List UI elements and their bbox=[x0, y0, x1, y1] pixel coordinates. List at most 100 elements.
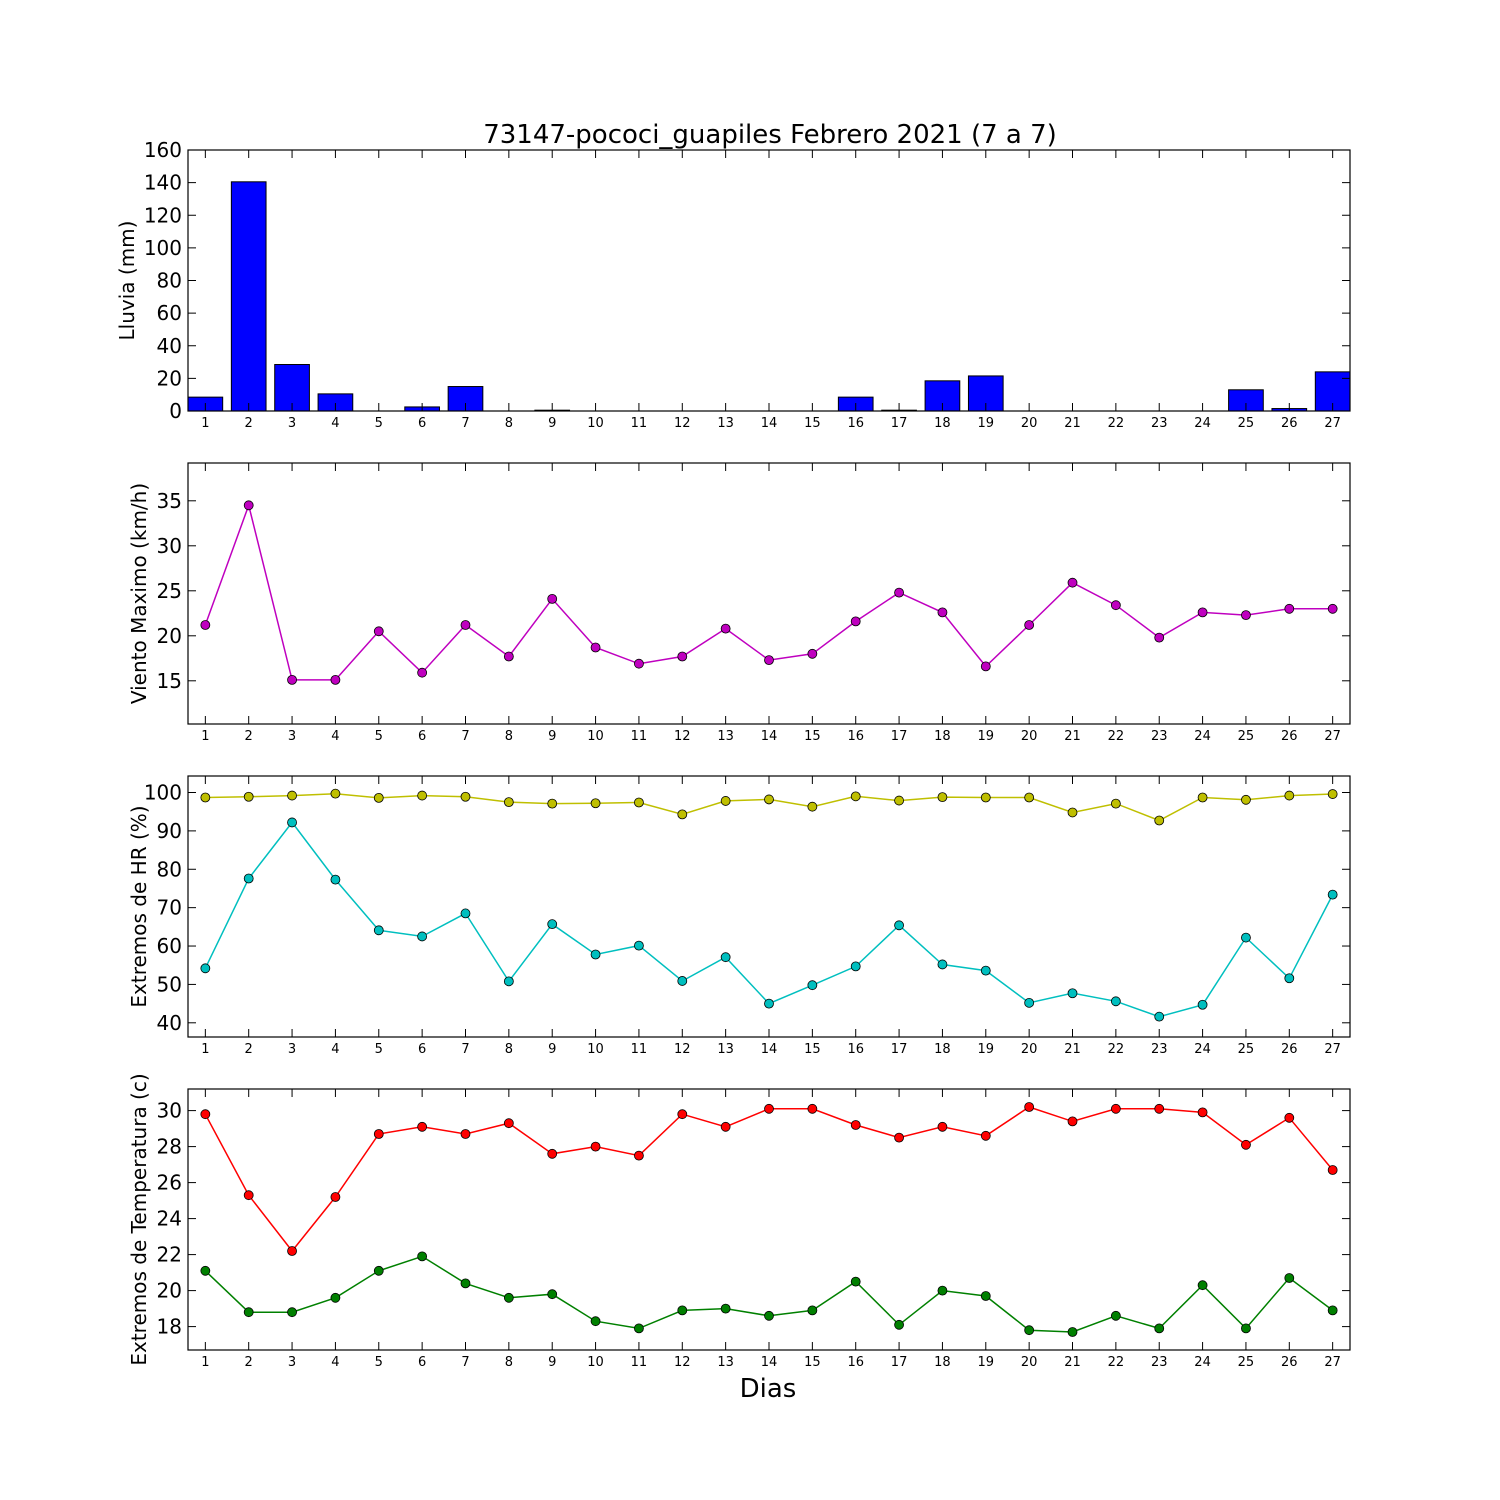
data-point-hr_max bbox=[547, 798, 558, 809]
data-point-temp_min bbox=[807, 1305, 818, 1316]
data-point-hr_max bbox=[1197, 792, 1208, 803]
x-tick-label: 2 bbox=[245, 1355, 253, 1370]
x-tick-label: 14 bbox=[761, 1355, 778, 1370]
data-point-temp_max bbox=[1067, 1116, 1078, 1127]
data-point-temp_max bbox=[677, 1109, 688, 1120]
data-point-temp_max bbox=[547, 1148, 558, 1159]
y-tick-label: 28 bbox=[157, 1135, 182, 1159]
data-point-wind bbox=[1110, 600, 1121, 611]
data-point-temp_max bbox=[894, 1132, 904, 1143]
data-point-temp_min bbox=[850, 1276, 861, 1287]
x-tick-label: 17 bbox=[891, 1355, 908, 1370]
x-tick-label: 16 bbox=[847, 416, 864, 431]
x-tick-label: 1 bbox=[201, 729, 209, 744]
x-tick-label: 11 bbox=[631, 1042, 648, 1057]
x-tick-label: 11 bbox=[631, 729, 648, 744]
data-point-temp_max bbox=[720, 1121, 731, 1132]
data-point-hr_max bbox=[590, 798, 601, 809]
x-tick-label: 15 bbox=[804, 1355, 821, 1370]
data-point-wind bbox=[980, 661, 991, 672]
data-point-wind bbox=[807, 648, 818, 659]
data-point-temp_min bbox=[460, 1278, 471, 1289]
x-tick-label: 18 bbox=[934, 416, 951, 431]
y-tick-label: 35 bbox=[157, 489, 182, 513]
x-tick-label: 19 bbox=[978, 1042, 995, 1057]
x-tick-label: 2 bbox=[245, 1042, 253, 1057]
x-tick-label: 8 bbox=[505, 729, 513, 744]
data-point-wind bbox=[330, 675, 341, 685]
x-tick-label: 14 bbox=[761, 416, 778, 431]
y-axis-label: Lluvia (mm) bbox=[115, 221, 139, 341]
y-tick-label: 100 bbox=[144, 781, 182, 805]
y-tick-label: 15 bbox=[157, 669, 182, 693]
data-point-temp_min bbox=[937, 1285, 948, 1296]
data-point-wind bbox=[1067, 577, 1078, 588]
x-tick-label: 12 bbox=[674, 1042, 691, 1057]
x-tick-label: 26 bbox=[1281, 1355, 1298, 1370]
data-point-temp_min bbox=[373, 1265, 384, 1276]
x-tick-label: 4 bbox=[331, 729, 339, 744]
x-tick-label: 27 bbox=[1324, 416, 1341, 431]
data-point-wind bbox=[677, 651, 688, 662]
data-point-temp_max bbox=[764, 1103, 774, 1114]
y-tick-label: 22 bbox=[157, 1243, 182, 1267]
x-tick-label: 11 bbox=[631, 416, 648, 431]
data-point-wind bbox=[634, 658, 644, 669]
y-axis-label: Viento Maximo (km/h) bbox=[127, 483, 151, 704]
y-tick-label: 100 bbox=[144, 236, 182, 260]
y-tick-label: 120 bbox=[144, 203, 182, 227]
data-point-temp_max bbox=[417, 1121, 428, 1132]
x-axis-label: Dias bbox=[740, 1374, 797, 1404]
x-tick-label: 13 bbox=[717, 416, 734, 431]
data-point-hr_min bbox=[1154, 1011, 1165, 1022]
y-tick-label: 80 bbox=[157, 269, 182, 293]
x-tick-label: 7 bbox=[461, 1042, 469, 1057]
data-point-hr_max bbox=[1024, 792, 1035, 803]
x-tick-label: 23 bbox=[1151, 1042, 1168, 1057]
data-point-wind bbox=[373, 626, 384, 637]
data-point-wind bbox=[937, 607, 948, 618]
x-tick-label: 19 bbox=[978, 416, 995, 431]
data-point-temp_min bbox=[980, 1291, 991, 1301]
x-tick-label: 20 bbox=[1021, 1355, 1038, 1370]
data-point-temp_min bbox=[1154, 1323, 1165, 1334]
data-point-hr_min bbox=[850, 961, 861, 972]
data-point-wind bbox=[287, 675, 297, 685]
data-point-hr_max bbox=[850, 791, 861, 802]
x-tick-label: 6 bbox=[418, 1355, 426, 1370]
data-point-hr_min bbox=[634, 940, 644, 951]
data-point-temp_max bbox=[1327, 1165, 1338, 1175]
x-tick-label: 25 bbox=[1238, 416, 1255, 431]
y-tick-label: 160 bbox=[144, 138, 182, 162]
rain-bar bbox=[230, 181, 267, 412]
x-tick-label: 10 bbox=[587, 1355, 604, 1370]
y-tick-label: 50 bbox=[157, 972, 182, 996]
x-tick-label: 2 bbox=[245, 729, 253, 744]
x-tick-label: 26 bbox=[1281, 416, 1298, 431]
data-point-hr_max bbox=[807, 801, 818, 812]
data-point-wind bbox=[1197, 607, 1208, 618]
x-tick-label: 14 bbox=[761, 1042, 778, 1057]
x-tick-label: 13 bbox=[717, 729, 734, 744]
data-point-hr_max bbox=[417, 790, 428, 801]
x-tick-label: 7 bbox=[461, 729, 469, 744]
data-point-hr_min bbox=[330, 874, 341, 885]
data-point-temp_max bbox=[330, 1192, 341, 1202]
data-point-hr_max bbox=[243, 791, 254, 802]
data-point-temp_max bbox=[287, 1246, 297, 1256]
data-point-hr_max bbox=[1067, 807, 1078, 818]
data-point-temp_min bbox=[200, 1265, 211, 1276]
x-tick-label: 25 bbox=[1238, 1355, 1255, 1370]
x-tick-label: 17 bbox=[891, 1042, 908, 1057]
y-tick-label: 30 bbox=[157, 534, 182, 558]
data-point-hr_max bbox=[503, 797, 514, 807]
data-point-hr_max bbox=[720, 796, 731, 806]
x-tick-label: 8 bbox=[505, 416, 513, 431]
x-tick-label: 13 bbox=[717, 1355, 734, 1370]
data-point-temp_max bbox=[590, 1141, 601, 1152]
data-point-temp_min bbox=[720, 1303, 731, 1314]
x-tick-label: 5 bbox=[375, 1042, 383, 1057]
